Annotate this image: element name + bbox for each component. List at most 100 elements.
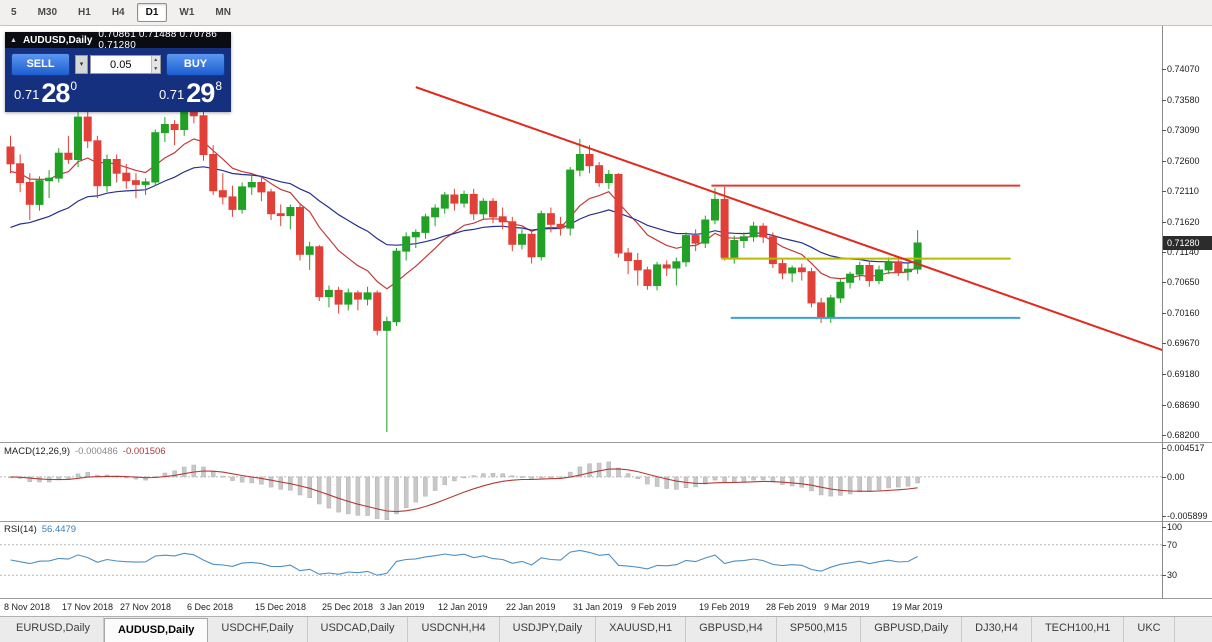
date-axis-label: 15 Dec 2018 [255, 602, 307, 612]
chart-ohlc-values: 0.70861 0.71488 0.70786 0.71280 [98, 29, 218, 51]
price-axis-label: 0.70650 [1167, 277, 1200, 287]
sell-price: 0.71 28 0 [14, 79, 78, 107]
panel-splitter[interactable] [0, 442, 1212, 443]
date-axis-label: 6 Dec 2018 [187, 602, 234, 612]
macd-axis-label: 0.00 [1167, 472, 1185, 482]
rsi-axis-label: 30 [1167, 570, 1178, 580]
axis-tick [1162, 191, 1166, 192]
chart-info-bar: ▲ AUDUSD,Daily 0.70861 0.71488 0.70786 0… [5, 29, 231, 51]
axis-tick [1162, 477, 1166, 478]
macd-main-value: -0.000486 [75, 446, 118, 457]
chart-tab-usdjpy-daily[interactable]: USDJPY,Daily [500, 617, 597, 642]
date-axis-label: 19 Feb 2019 [699, 602, 750, 612]
price-axis-label: 0.69670 [1167, 338, 1200, 348]
volume-input[interactable] [91, 56, 151, 73]
sell-price-point: 0 [70, 79, 78, 93]
collapse-panel-icon[interactable]: ▲ [10, 36, 17, 44]
date-axis-label: 12 Jan 2019 [438, 602, 488, 612]
sell-price-base: 0.71 [14, 87, 40, 102]
timeframe-button-h4[interactable]: H4 [111, 7, 125, 18]
time-axis: 8 Nov 2018 17 Nov 2018 27 Nov 2018 6 Dec 20… [0, 598, 1212, 616]
volume-decrease-button[interactable]: ▼ [150, 64, 160, 73]
macd-indicator-label: MACD(12,26,9) -0.000486 -0.001506 [4, 446, 171, 457]
volume-field: ▲ ▼ [90, 55, 161, 74]
rsi-axis-label: 100 [1167, 522, 1183, 532]
timeframe-toolbar: 5 M30 H1 H4 D1 W1 MN [0, 0, 1212, 26]
date-axis-label: 9 Feb 2019 [631, 602, 677, 612]
one-click-trading-panel: ▲ AUDUSD,Daily 0.70861 0.71488 0.70786 0… [5, 29, 231, 112]
date-axis-label: 25 Dec 2018 [322, 602, 374, 612]
volume-dropdown-button[interactable]: ▾ [75, 55, 88, 74]
axis-tick [1162, 343, 1166, 344]
chart-tabs: EURUSD,Daily AUDUSD,Daily USDCHF,Daily USDC… [0, 616, 1212, 642]
volume-increase-button[interactable]: ▲ [150, 56, 160, 65]
chart-tab-audusd-daily[interactable]: AUDUSD,Daily [103, 618, 209, 642]
date-axis-label: 31 Jan 2019 [573, 602, 623, 612]
macd-canvas[interactable] [0, 443, 1162, 521]
axis-tick [1162, 545, 1166, 546]
price-axis-label: 0.71140 [1167, 247, 1199, 257]
macd-name: MACD(12,26,9) [4, 446, 70, 457]
sell-button[interactable]: SELL [11, 53, 70, 76]
price-axis-label: 0.73580 [1167, 95, 1200, 105]
chart-tab-eurusd-daily[interactable]: EURUSD,Daily [3, 617, 104, 642]
price-axis-label: 0.69180 [1167, 369, 1200, 379]
date-axis-label: 28 Feb 2019 [766, 602, 817, 612]
chart-tab-dj30-h4[interactable]: DJ30,H4 [962, 617, 1032, 642]
rsi-canvas[interactable] [0, 522, 1162, 598]
axis-tick [1162, 527, 1166, 528]
date-axis-label: 17 Nov 2018 [62, 602, 114, 612]
price-axis-border [1162, 26, 1163, 598]
axis-tick [1162, 130, 1166, 131]
rsi-value: 56.4479 [41, 524, 77, 535]
axis-tick [1162, 313, 1166, 314]
chart-tab-usdcad-daily[interactable]: USDCAD,Daily [308, 617, 409, 642]
timeframe-button-5[interactable]: 5 [11, 7, 17, 18]
axis-tick [1162, 405, 1166, 406]
axis-tick [1162, 252, 1166, 253]
volume-spinner: ▲ ▼ [150, 56, 160, 73]
volume-control: ▾ ▲ ▼ [75, 55, 161, 74]
date-axis-label: 9 Mar 2019 [824, 602, 870, 612]
trade-panel-body: SELL ▾ ▲ ▼ BUY 0.71 28 0 0.71 [5, 48, 231, 112]
axis-tick [1162, 161, 1166, 162]
price-axis-label: 0.70160 [1167, 308, 1200, 318]
current-price-badge: 0.71280 [1163, 236, 1212, 250]
buy-price-base: 0.71 [158, 87, 185, 102]
chart-tab-ukc[interactable]: UKC [1124, 617, 1175, 642]
panel-splitter[interactable] [0, 521, 1212, 522]
timeframe-button-w1[interactable]: W1 [179, 7, 195, 18]
rsi-axis-label: 70 [1167, 540, 1178, 550]
chart-tab-usdchf-daily[interactable]: USDCHF,Daily [208, 617, 308, 642]
timeframe-button-d1[interactable]: D1 [136, 3, 168, 22]
macd-axis-label: -0.005899 [1167, 511, 1208, 521]
axis-tick [1162, 69, 1166, 70]
chart-tab-gbpusd-daily[interactable]: GBPUSD,Daily [861, 617, 963, 642]
axis-tick [1162, 575, 1166, 576]
chart-tab-xauusd-h1[interactable]: XAUUSD,H1 [596, 617, 687, 642]
date-axis-label: 22 Jan 2019 [506, 602, 556, 612]
buy-price: 0.71 29 8 [158, 78, 222, 108]
buy-price-pips: 29 [186, 78, 215, 108]
chart-tab-gbpusd-h4[interactable]: GBPUSD,H4 [686, 617, 777, 642]
axis-tick [1162, 516, 1166, 517]
chart-tab-usdcnh-h4[interactable]: USDCNH,H4 [408, 617, 500, 642]
date-axis-label: 27 Nov 2018 [120, 602, 172, 612]
axis-tick [1162, 448, 1166, 449]
price-axis-label: 0.68690 [1167, 400, 1200, 410]
axis-tick [1162, 282, 1166, 283]
timeframe-button-h1[interactable]: H1 [78, 7, 91, 18]
chart-tab-tech100-h1[interactable]: TECH100,H1 [1032, 617, 1125, 642]
macd-axis-label: 0.004517 [1167, 443, 1205, 453]
price-axis-label: 0.74070 [1167, 64, 1200, 74]
timeframe-button-m30[interactable]: M30 [37, 7, 58, 18]
timeframe-button-mn[interactable]: MN [215, 7, 231, 18]
buy-button[interactable]: BUY [166, 53, 225, 76]
chart-symbol-label: AUDUSD,Daily [22, 34, 93, 46]
price-axis-label: 0.72600 [1167, 156, 1200, 166]
rsi-name: RSI(14) [4, 524, 37, 535]
macd-signal-value: -0.001506 [122, 446, 166, 457]
axis-tick [1162, 222, 1166, 223]
chart-tab-sp500-m15[interactable]: SP500,M15 [777, 617, 862, 642]
axis-tick [1162, 100, 1166, 101]
